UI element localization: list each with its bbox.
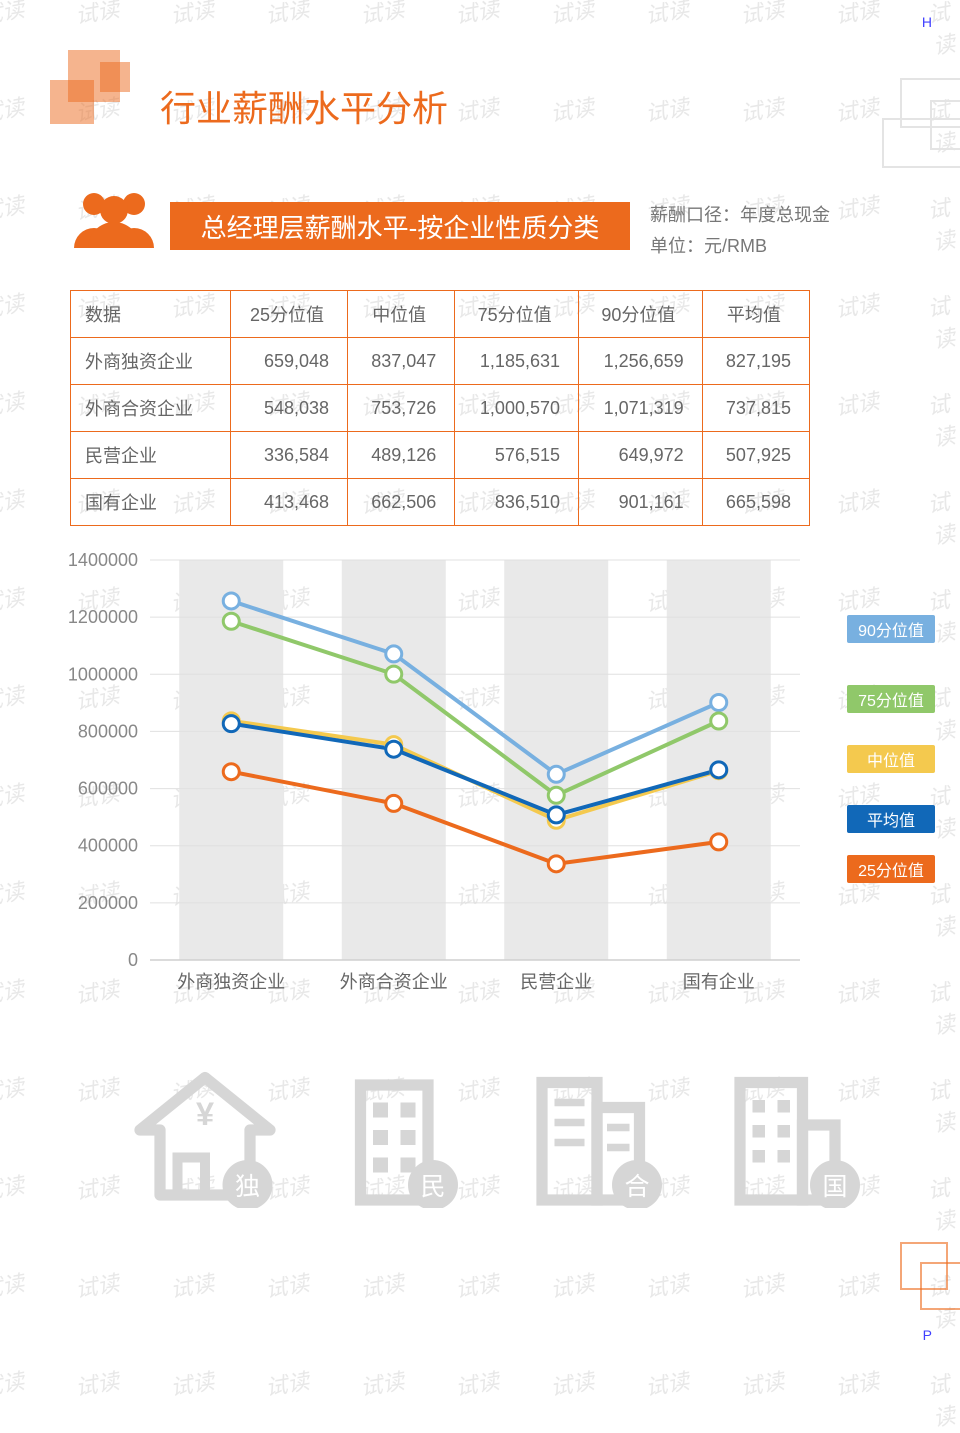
table-header-cell: 25分位值 — [231, 291, 348, 338]
svg-text:800000: 800000 — [78, 721, 138, 741]
svg-text:600000: 600000 — [78, 779, 138, 799]
people-icon — [70, 190, 158, 253]
value-cell: 489,126 — [348, 432, 455, 479]
svg-text:1200000: 1200000 — [68, 607, 138, 627]
footer-marker: P — [923, 1327, 932, 1343]
table-header-cell: 90分位值 — [579, 291, 703, 338]
legend-mean: 平均值 — [847, 805, 935, 833]
table-header-cell: 中位值 — [348, 291, 455, 338]
value-cell: 1,256,659 — [579, 338, 703, 385]
building-icon: 民 — [323, 1070, 473, 1200]
table-row: 国有企业413,468662,506836,510901,161665,598 — [71, 479, 810, 526]
svg-text:民: 民 — [421, 1173, 446, 1201]
building-icon: ¥独 — [130, 1070, 280, 1200]
value-cell: 1,071,319 — [579, 385, 703, 432]
svg-text:¥: ¥ — [196, 1096, 214, 1132]
table-row: 外商独资企业659,048837,0471,185,6311,256,65982… — [71, 338, 810, 385]
value-cell: 836,510 — [455, 479, 579, 526]
value-cell: 901,161 — [579, 479, 703, 526]
salary-line-chart: 0 200000 400000 600000 800000 1000000 1200000 1… — [30, 550, 930, 1005]
row-label-cell: 民营企业 — [71, 432, 231, 479]
value-cell: 659,048 — [231, 338, 348, 385]
svg-text:1400000: 1400000 — [68, 550, 138, 570]
building-icons-row: ¥独民合国 — [130, 1070, 860, 1200]
value-cell: 837,047 — [348, 338, 455, 385]
meta-line-1: 薪酬口径：年度总现金 — [650, 200, 830, 231]
value-cell: 662,506 — [348, 479, 455, 526]
section-meta: 薪酬口径：年度总现金 单位：元/RMB — [650, 200, 830, 261]
table-header-cell: 数据 — [71, 291, 231, 338]
svg-text:国有企业: 国有企业 — [683, 972, 755, 992]
svg-text:合: 合 — [624, 1173, 649, 1201]
value-cell: 649,972 — [579, 432, 703, 479]
svg-text:国: 国 — [822, 1173, 847, 1201]
row-label-cell: 国有企业 — [71, 479, 231, 526]
building-icon: 国 — [710, 1070, 860, 1200]
table-header-cell: 平均值 — [702, 291, 809, 338]
legend-median: 中位值 — [847, 745, 935, 773]
legend-p25: 25分位值 — [847, 855, 935, 883]
svg-text:200000: 200000 — [78, 893, 138, 913]
page-title: 行业薪酬水平分析 — [160, 80, 448, 132]
svg-text:0: 0 — [128, 950, 138, 970]
table-row: 民营企业336,584489,126576,515649,972507,925 — [71, 432, 810, 479]
value-cell: 576,515 — [455, 432, 579, 479]
svg-text:外商合资企业: 外商合资企业 — [340, 972, 448, 992]
meta-line-2: 单位：元/RMB — [650, 231, 830, 262]
value-cell: 1,185,631 — [455, 338, 579, 385]
value-cell: 753,726 — [348, 385, 455, 432]
svg-text:民营企业: 民营企业 — [520, 972, 592, 992]
svg-text:外商独资企业: 外商独资企业 — [177, 972, 285, 992]
legend-p90: 90分位值 — [847, 615, 935, 643]
section-title-band: 总经理层薪酬水平-按企业性质分类 — [170, 202, 630, 250]
building-icon: 合 — [517, 1070, 667, 1200]
svg-text:独: 独 — [235, 1173, 260, 1201]
row-label-cell: 外商独资企业 — [71, 338, 231, 385]
table-row: 外商合资企业548,038753,7261,000,5701,071,31973… — [71, 385, 810, 432]
header-marker: H — [922, 14, 932, 30]
value-cell: 737,815 — [702, 385, 809, 432]
legend-p75: 75分位值 — [847, 685, 935, 713]
salary-table: 数据25分位值中位值75分位值90分位值平均值外商独资企业659,048837,… — [70, 290, 810, 526]
svg-text:400000: 400000 — [78, 836, 138, 856]
value-cell: 1,000,570 — [455, 385, 579, 432]
value-cell: 413,468 — [231, 479, 348, 526]
value-cell: 507,925 — [702, 432, 809, 479]
value-cell: 665,598 — [702, 479, 809, 526]
table-header-cell: 75分位值 — [455, 291, 579, 338]
row-label-cell: 外商合资企业 — [71, 385, 231, 432]
value-cell: 827,195 — [702, 338, 809, 385]
value-cell: 336,584 — [231, 432, 348, 479]
value-cell: 548,038 — [231, 385, 348, 432]
svg-text:1000000: 1000000 — [68, 664, 138, 684]
